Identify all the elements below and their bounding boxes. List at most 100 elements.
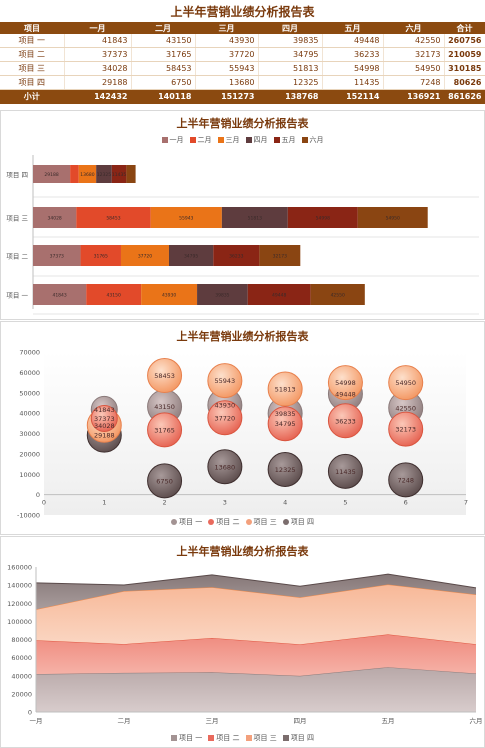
- x-tick-label: 5: [343, 499, 347, 507]
- table-cell: 12325: [258, 75, 323, 90]
- bar-segment: [287, 207, 358, 228]
- x-tick-label: 7: [464, 499, 468, 507]
- category-label: 项目 三: [6, 215, 28, 223]
- data-label: 12325: [275, 466, 296, 474]
- bar-segment: [86, 284, 142, 305]
- header-cell: 项目: [0, 22, 64, 34]
- legend-label: 项目 三: [253, 518, 277, 526]
- bubble-chart-panel: 上半年营销业绩分析报告表 项目 一项目 二项目 三项目 四 -10000 0 100…: [0, 321, 485, 535]
- x-tick-label: 六月: [470, 716, 483, 725]
- legend-swatch: [282, 519, 289, 525]
- bar-segment: [96, 165, 112, 183]
- bar-segment: [33, 165, 71, 183]
- table-cell: 51813: [258, 61, 323, 76]
- data-label: 31765: [154, 426, 175, 434]
- x-tick-label: 四月: [294, 717, 307, 725]
- bubble: [327, 365, 363, 401]
- category-label: 项目 二: [6, 253, 28, 261]
- legend-swatch: [161, 137, 168, 143]
- legend-swatch: [171, 519, 178, 525]
- table-title: 上半年营销业绩分析报告表: [170, 5, 315, 19]
- chart-title: 上半年营销业绩分析报告表: [176, 545, 309, 558]
- table-cell: 152114: [322, 89, 384, 104]
- table-row: 项目 一 41843 43150 43930 39835 49448 42550…: [0, 34, 485, 48]
- data-label: 34028: [94, 422, 115, 430]
- data-label: 51813: [248, 216, 262, 222]
- table-cell: 32173: [383, 47, 445, 62]
- bubble: [267, 452, 303, 488]
- y-tick-label: 40000: [19, 410, 40, 418]
- legend-swatch: [189, 137, 196, 143]
- series-line: [35, 666, 477, 677]
- bar-segment: [213, 245, 260, 266]
- data-label: 7248: [397, 476, 414, 484]
- legend-label: 一月: [169, 136, 184, 144]
- legend-label: 项目 一: [179, 734, 203, 742]
- header-cell: 一月: [64, 22, 131, 34]
- table-header-row: 项目 一月 二月 三月 四月 五月 六月 合计: [0, 22, 485, 34]
- table-cell: 34028: [64, 61, 132, 76]
- data-label: 42550: [331, 293, 345, 299]
- data-label: 13680: [80, 172, 94, 178]
- data-label: 32173: [395, 426, 416, 434]
- data-label: 37720: [215, 414, 236, 422]
- sales-table: 项目 一月 二月 三月 四月 五月 六月 合计 项目 一 41843 43150…: [0, 22, 485, 104]
- bubble: [90, 404, 118, 432]
- bubble: [207, 363, 243, 399]
- legend-swatch: [245, 519, 252, 525]
- data-label: 39835: [275, 410, 296, 418]
- row-total: 861626: [444, 89, 485, 104]
- table-cell: 13680: [195, 75, 259, 90]
- bubble: [267, 371, 303, 407]
- bubble: [147, 412, 183, 448]
- row-name: 小计: [0, 89, 65, 104]
- bar-segment: [76, 207, 151, 228]
- y-tick-label: 70000: [19, 349, 40, 357]
- y-tick-label: 10000: [19, 471, 40, 479]
- table-cell: 37720: [195, 47, 259, 62]
- legend-item: 项目 二: [208, 733, 240, 743]
- row-name: 项目 四: [0, 75, 65, 90]
- bubble: [267, 406, 303, 442]
- legend-item: 一月: [161, 135, 184, 145]
- bubble: [327, 453, 363, 489]
- data-label: 41843: [52, 293, 66, 299]
- x-tick-label: 2: [163, 499, 167, 507]
- table-cell: 43150: [131, 34, 196, 48]
- bubble-chart: -100000100002000030000400005000060000700…: [17, 349, 468, 520]
- data-label: 39835: [215, 293, 229, 299]
- area-series: [36, 634, 476, 676]
- table-cell: 151273: [195, 89, 259, 104]
- table-cell: 37373: [64, 47, 132, 62]
- y-tick-label: 140000: [7, 582, 32, 590]
- legend-item: 六月: [301, 135, 324, 145]
- bubble: [388, 411, 424, 447]
- y-tick-label: -10000: [17, 512, 40, 520]
- data-label: 12325: [97, 172, 111, 178]
- bar-segment: [70, 165, 79, 183]
- table-cell: 140118: [131, 89, 196, 104]
- legend-item: 五月: [273, 135, 296, 145]
- table-cell: 7248: [383, 75, 445, 90]
- data-label: 41843: [94, 406, 115, 414]
- area-chart: 0 20000 40000 60000 80000 100000 120000 140000 1…: [7, 564, 483, 726]
- legend-item: 四月: [245, 135, 268, 145]
- subtotal-row: 小计 142432 140118 151273 138768 152114 13…: [0, 89, 485, 104]
- y-tick-label: 120000: [7, 600, 32, 608]
- legend-item: 项目 二: [208, 517, 240, 527]
- bar-segment: [120, 245, 169, 266]
- data-label: 43150: [107, 293, 121, 299]
- table-cell: 29188: [64, 75, 132, 90]
- legend-label: 三月: [225, 136, 240, 144]
- category-label: 项目 四: [6, 171, 28, 179]
- table-cell: 34795: [258, 47, 323, 62]
- legend-swatch: [208, 519, 215, 525]
- legend-item: 项目 三: [245, 517, 277, 527]
- header-cell: 合计: [444, 22, 485, 34]
- legend-item: 项目 四: [282, 733, 314, 743]
- legend-item: 二月: [189, 135, 212, 145]
- table-cell: 142432: [64, 89, 132, 104]
- data-label: 34795: [275, 420, 296, 428]
- y-tick-label: 60000: [11, 654, 32, 662]
- data-label: 55943: [179, 216, 193, 222]
